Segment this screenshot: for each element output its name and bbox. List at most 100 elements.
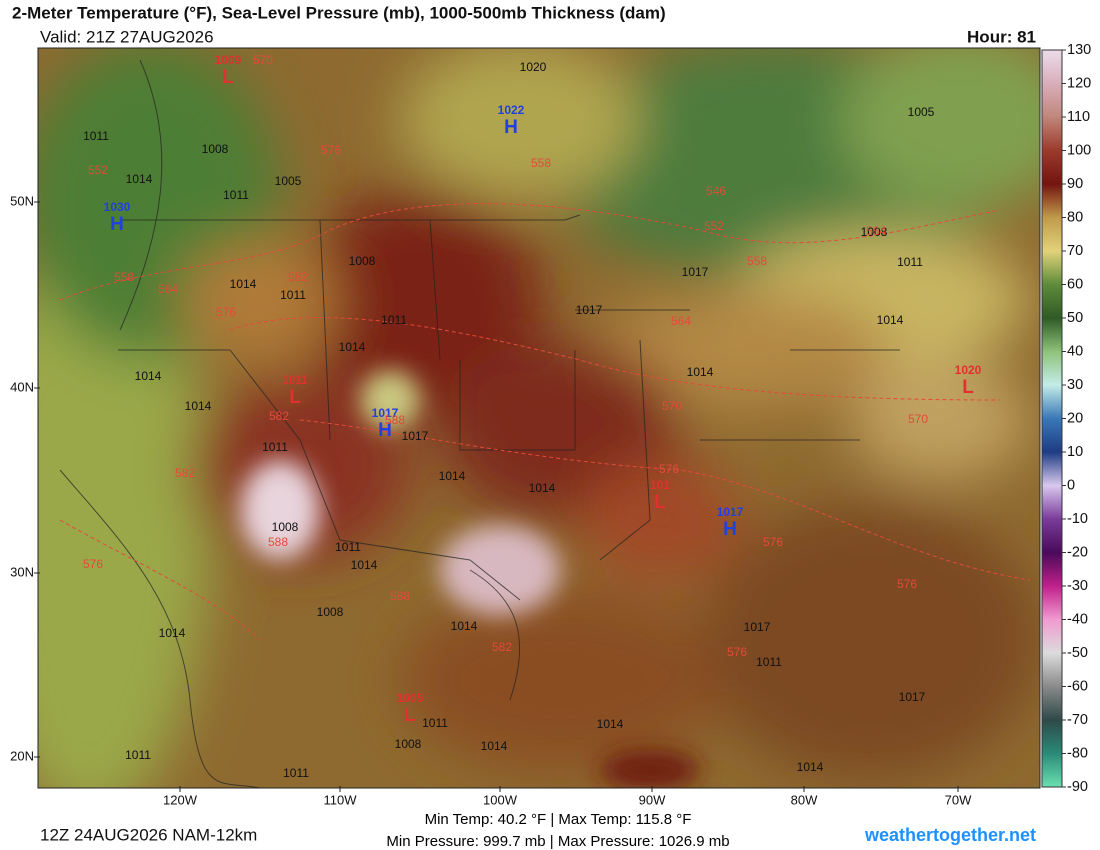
colorbar-tick-label: -80: [1067, 745, 1088, 761]
thickness-label: 570: [662, 399, 682, 413]
model-run: 12Z 24AUG2026 NAM-12km: [40, 825, 257, 844]
isobar-label: 1014: [877, 313, 904, 327]
colorbar-tick-label: -20: [1067, 544, 1088, 560]
isobar-label: 1017: [576, 303, 603, 317]
pressure-center-symbol: L: [289, 387, 301, 408]
thickness-label: 576: [216, 305, 236, 319]
thickness-label: 558: [531, 156, 551, 170]
colorbar-tick-label: -10: [1067, 511, 1088, 527]
isobar-label: 1014: [481, 739, 508, 753]
isobar-label: 1008: [395, 737, 422, 751]
colorbar-tick-label: -40: [1067, 611, 1088, 627]
title: 2-Meter Temperature (°F), Sea-Level Pres…: [12, 3, 666, 22]
isobar-label: 1005: [908, 105, 935, 119]
pressure-center-symbol: H: [723, 519, 737, 540]
isobar-label: 1011: [897, 255, 923, 269]
colorbar-tick-label: 130: [1067, 42, 1091, 58]
latitude-label: 20N: [10, 748, 34, 763]
thickness-label: 582: [492, 640, 512, 654]
isobar-label: 1011: [335, 540, 361, 554]
colorbar-tick-label: 100: [1067, 142, 1091, 158]
isobar-label: 1008: [272, 520, 299, 534]
colorbar-tick-label: -70: [1067, 712, 1088, 728]
isobar-label: 1011: [83, 129, 109, 143]
thickness-label: 588: [385, 413, 405, 427]
isobar-label: 1014: [439, 469, 466, 483]
pressure-center-value: 1011: [282, 373, 308, 387]
pressure-center-value: 101: [650, 478, 670, 492]
isobar-label: 1014: [529, 481, 556, 495]
pressure-center-value: 1005: [397, 691, 424, 705]
thickness-label: 564: [671, 314, 691, 328]
isobar-label: 1017: [402, 429, 429, 443]
pressure-center-symbol: H: [504, 117, 518, 138]
pressure-range: Min Pressure: 999.7 mb | Max Pressure: 1…: [386, 833, 729, 850]
colorbar-tick-label: -60: [1067, 678, 1088, 694]
isobar-label: 1014: [597, 717, 624, 731]
isobar-label: 1008: [317, 605, 344, 619]
colorbar-tick-label: -50: [1067, 645, 1088, 661]
isobar-label: 1011: [756, 655, 782, 669]
colorbar-tick-label: 120: [1067, 75, 1091, 91]
isobar-label: 1008: [349, 254, 376, 268]
isobar-label: 1014: [351, 558, 378, 572]
pressure-center-value: 1030: [104, 200, 131, 214]
thickness-label: 576: [659, 462, 679, 476]
colorbar-tick-label: -90: [1067, 779, 1088, 795]
map-frame: [37, 47, 1041, 789]
colorbar-tick-label: 110: [1067, 109, 1090, 125]
pressure-center-symbol: L: [404, 705, 416, 726]
thickness-label: 570: [253, 53, 273, 67]
thickness-label: 558: [114, 270, 134, 284]
isobar-label: 1020: [520, 60, 547, 74]
forecast-hour: Hour: 81: [967, 27, 1036, 46]
pressure-center-symbol: H: [110, 214, 124, 235]
isobar-label: 1008: [202, 142, 229, 156]
isobar-label: 1014: [797, 760, 824, 774]
thickness-label: 576: [83, 557, 103, 571]
thickness-label: 552: [704, 219, 724, 233]
thickness-label: 546: [706, 184, 726, 198]
isobar-label: 1014: [230, 277, 257, 291]
map-area: [38, 48, 1040, 788]
isobar-label: 1011: [283, 766, 309, 780]
isobar-label: 1017: [682, 265, 709, 279]
isobar-label: 1008: [861, 225, 888, 239]
colorbar-tick-label: 80: [1067, 209, 1083, 225]
colorbar-tick-label: 70: [1067, 243, 1083, 259]
thickness-label: 576: [763, 535, 783, 549]
longitude-label: 70W: [945, 792, 972, 807]
longitude-label: 100W: [483, 792, 518, 807]
colorbar-tick-label: 10: [1067, 444, 1083, 460]
colorbar-tick-label: 20: [1067, 410, 1083, 426]
colorbar-tick-label: 0: [1067, 477, 1075, 493]
isobar-label: 1011: [280, 288, 306, 302]
isobar-label: 1014: [687, 365, 714, 379]
longitude-label: 120W: [163, 792, 198, 807]
longitude-label: 110W: [324, 792, 358, 807]
thickness-label: 576: [727, 645, 747, 659]
thickness-label: 582: [175, 466, 195, 480]
colorbar-tick-label: 50: [1067, 310, 1083, 326]
isobar-label: 1014: [126, 172, 153, 186]
colorbar: [1041, 49, 1063, 788]
temp-range: Min Temp: 40.2 °F | Max Temp: 115.8 °F: [425, 811, 692, 828]
thickness-label: 588: [390, 589, 410, 603]
isobar-label: 1005: [275, 174, 302, 188]
thickness-label: 582: [269, 409, 289, 423]
thickness-label: 588: [268, 535, 288, 549]
thickness-label: 570: [908, 412, 928, 426]
isobar-label: 1014: [339, 340, 366, 354]
valid-time: Valid: 21Z 27AUG2026: [40, 27, 214, 46]
longitude-label: 80W: [791, 792, 818, 807]
pressure-center-value: 1017: [717, 505, 744, 519]
colorbar-tick-label: 60: [1067, 276, 1083, 292]
isobar-label: 1014: [159, 626, 186, 640]
colorbar-tick-label: -30: [1067, 578, 1088, 594]
thickness-label: 576: [897, 577, 917, 591]
pressure-center-symbol: L: [654, 492, 666, 513]
isobar-label: 1014: [185, 399, 212, 413]
isobar-label: 1017: [899, 690, 926, 704]
